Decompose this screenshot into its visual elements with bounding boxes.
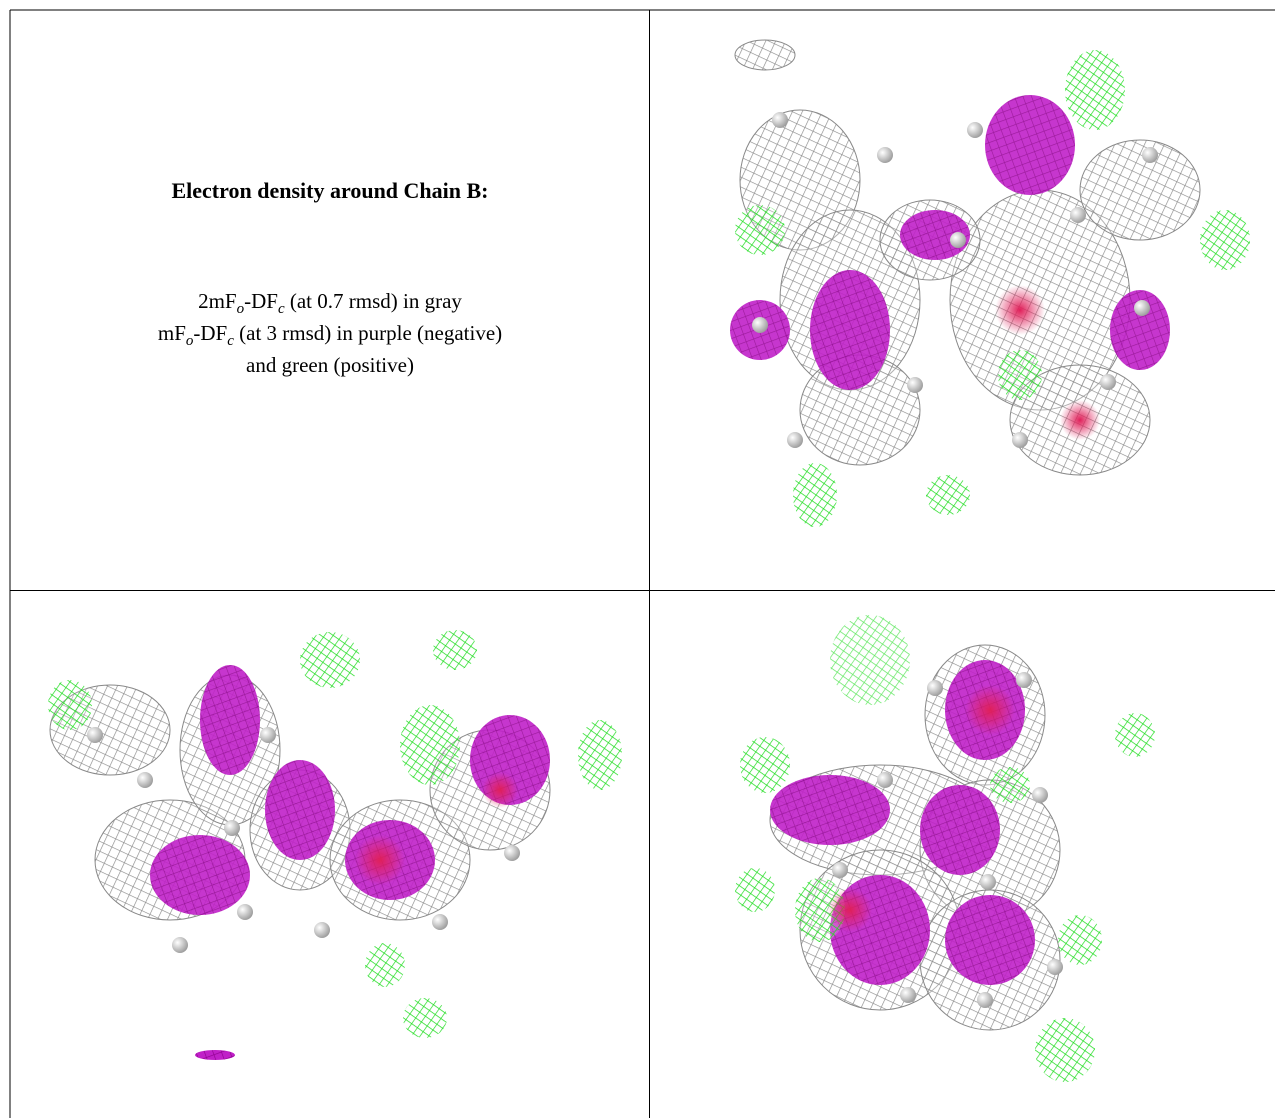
subscript: o — [186, 333, 194, 349]
text-run: 2mF — [198, 289, 237, 313]
density-view-1 — [730, 39, 1250, 527]
subscript: c — [278, 301, 285, 317]
density-view-3 — [735, 615, 1155, 1082]
panel-borders — [9, 9, 1275, 1118]
subscript: o — [237, 301, 245, 317]
caption-line: mFo-DFc (at 3 rmsd) in purple (negative) — [158, 321, 502, 349]
text-run: (at 3 rmsd) in purple (negative) — [234, 321, 502, 345]
text-run: and green (positive) — [246, 353, 414, 377]
density-view-2 — [48, 630, 622, 1060]
text-run: -DF — [244, 289, 278, 313]
caption: Electron density around Chain B: 2mFo-DF… — [158, 178, 502, 377]
caption-line: and green (positive) — [246, 353, 414, 377]
caption-title: Electron density around Chain B: — [171, 178, 488, 203]
caption-line: 2mFo-DFc (at 0.7 rmsd) in gray — [198, 289, 462, 317]
text-run: -DF — [193, 321, 227, 345]
subscript: c — [227, 333, 234, 349]
text-run: mF — [158, 321, 186, 345]
text-run: (at 0.7 rmsd) in gray — [285, 289, 463, 313]
